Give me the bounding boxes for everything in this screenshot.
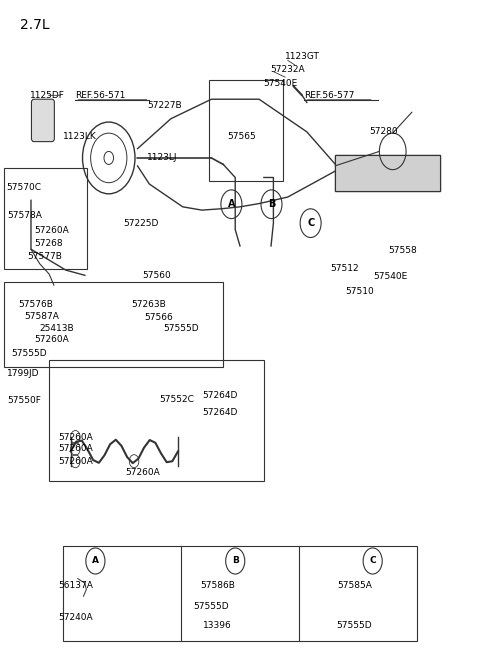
Text: 57512: 57512: [331, 265, 360, 273]
Text: 57586B: 57586B: [200, 582, 235, 590]
Text: 13396: 13396: [203, 620, 232, 629]
Text: 57260A: 57260A: [59, 457, 94, 466]
Text: C: C: [307, 218, 314, 228]
Text: 56137A: 56137A: [58, 582, 93, 590]
Text: 57510: 57510: [345, 287, 374, 296]
Text: 57260A: 57260A: [59, 444, 94, 453]
Text: 57260A: 57260A: [59, 432, 94, 441]
Text: 57264D: 57264D: [203, 392, 238, 400]
Text: A: A: [92, 557, 99, 565]
Text: 57260A: 57260A: [125, 468, 160, 477]
Bar: [49, 360, 264, 481]
Text: 57576B: 57576B: [18, 300, 53, 309]
Text: 57232A: 57232A: [270, 65, 305, 74]
Text: 57540E: 57540E: [263, 79, 297, 88]
Text: 57555D: 57555D: [164, 324, 199, 333]
Bar: [4, 282, 223, 367]
Text: 57268: 57268: [34, 239, 62, 248]
Text: A: A: [228, 199, 235, 209]
Text: REF.56-571: REF.56-571: [75, 91, 126, 100]
Text: 57560: 57560: [142, 271, 171, 280]
FancyBboxPatch shape: [32, 99, 54, 141]
Text: 2.7L: 2.7L: [21, 18, 50, 31]
Text: 57260A: 57260A: [34, 227, 69, 235]
Text: 57570C: 57570C: [6, 183, 41, 193]
Text: 1125DF: 1125DF: [30, 91, 65, 100]
Text: 57555D: 57555D: [193, 602, 229, 611]
Text: 57577B: 57577B: [28, 252, 62, 261]
Text: REF.56-577: REF.56-577: [304, 91, 355, 100]
Text: 57565: 57565: [227, 132, 256, 141]
Text: 57587A: 57587A: [24, 312, 59, 321]
Text: 57225D: 57225D: [123, 219, 159, 228]
Text: 57264D: 57264D: [203, 408, 238, 417]
Text: 57280: 57280: [369, 126, 397, 136]
Text: 57263B: 57263B: [131, 300, 166, 309]
Text: B: B: [232, 557, 239, 565]
Bar: [209, 80, 283, 181]
Text: 57552C: 57552C: [159, 396, 194, 404]
Bar: [336, 155, 441, 191]
Text: 57566: 57566: [144, 312, 173, 322]
Text: 57585A: 57585A: [337, 582, 372, 590]
Text: 57260A: 57260A: [34, 335, 69, 345]
Text: 57540E: 57540E: [373, 272, 408, 281]
Text: 57558: 57558: [388, 246, 417, 255]
Text: 1123LJ: 1123LJ: [147, 153, 178, 162]
Text: 57550F: 57550F: [7, 396, 41, 405]
Bar: [63, 546, 417, 641]
Text: 25413B: 25413B: [39, 324, 74, 333]
Text: 1123GT: 1123GT: [285, 52, 320, 62]
Text: 1123LK: 1123LK: [62, 132, 96, 141]
Text: 57555D: 57555D: [11, 349, 47, 358]
Text: B: B: [268, 199, 275, 209]
Text: 1799JD: 1799JD: [7, 369, 40, 378]
Text: 57555D: 57555D: [337, 620, 372, 629]
Bar: [4, 168, 87, 269]
Text: 57227B: 57227B: [147, 102, 181, 110]
Text: 57240A: 57240A: [58, 612, 93, 622]
Text: C: C: [369, 557, 376, 565]
Bar: [336, 155, 441, 191]
Text: 57578A: 57578A: [7, 211, 42, 220]
